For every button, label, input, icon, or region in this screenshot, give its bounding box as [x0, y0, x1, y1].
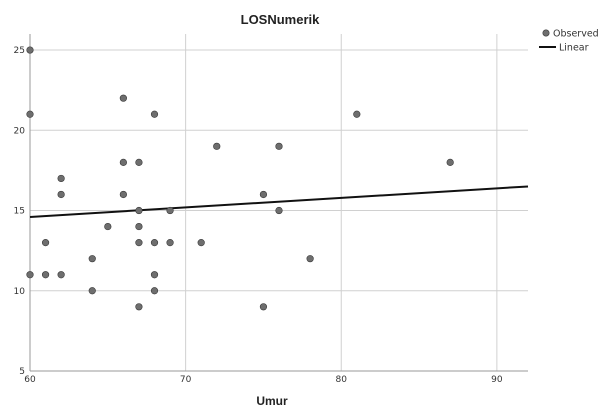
y-tick-label: 10 [14, 287, 26, 297]
legend: Observed Linear [539, 29, 599, 54]
data-point [275, 142, 283, 150]
data-point [150, 239, 159, 247]
x-tick-label: 90 [491, 375, 503, 385]
axes [29, 34, 528, 372]
x-axis-label: Umur [256, 394, 288, 408]
x-tick-label: 70 [180, 375, 192, 385]
tick-labels: 60 70 80 90 5 10 15 20 25 [14, 46, 503, 385]
data-point [213, 142, 221, 150]
data-point [104, 222, 112, 231]
data-point [57, 174, 65, 183]
x-tick-label: 60 [24, 375, 36, 385]
y-tick-label: 5 [19, 367, 25, 377]
data-point [135, 239, 143, 247]
data-point [88, 255, 96, 263]
data-point [150, 110, 159, 118]
y-tick-label: 25 [14, 46, 25, 56]
x-tick-label: 80 [336, 375, 348, 385]
data-point [150, 287, 159, 295]
data-point [259, 190, 268, 199]
data-point [26, 110, 34, 118]
data-point [446, 158, 454, 166]
data-point [135, 206, 143, 215]
data-point [135, 303, 143, 311]
data-point [26, 46, 34, 54]
data-point [166, 206, 174, 215]
y-tick-label: 15 [14, 207, 25, 217]
data-point [259, 303, 268, 311]
legend-observed-marker [542, 29, 550, 37]
data-point [353, 110, 361, 118]
chart-title: LOSNumerik [241, 12, 321, 27]
data-point [88, 287, 96, 295]
fit-line-layer [29, 185, 529, 218]
data-point [41, 239, 50, 247]
data-point [119, 94, 127, 102]
data-point [41, 271, 50, 279]
data-point [57, 271, 65, 279]
legend-observed-label: Observed [553, 29, 599, 40]
data-point [150, 271, 159, 279]
data-point [197, 239, 205, 247]
data-point [119, 158, 127, 166]
data-point [275, 206, 283, 215]
data-point [26, 271, 34, 279]
data-point [135, 222, 143, 231]
data-point [57, 190, 65, 199]
data-point [166, 239, 174, 247]
linear-fit-line [29, 185, 529, 218]
data-points [26, 46, 454, 311]
data-point [306, 255, 314, 263]
data-point [119, 190, 127, 199]
data-point [135, 158, 143, 166]
legend-linear-label: Linear [559, 43, 589, 54]
y-tick-label: 20 [14, 126, 26, 136]
